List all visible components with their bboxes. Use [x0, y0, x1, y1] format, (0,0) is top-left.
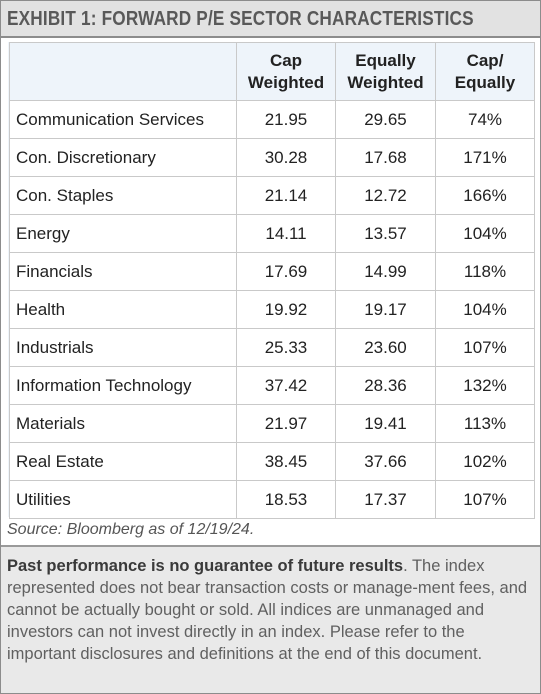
- cap-weighted-value: 14.11: [236, 214, 336, 253]
- disclaimer-block: Past performance is no guarantee of futu…: [1, 547, 540, 693]
- sector-name: Real Estate: [9, 442, 237, 481]
- table-row: Information Technology 37.42 28.36 132%: [9, 366, 535, 405]
- sector-name: Information Technology: [9, 366, 237, 405]
- equally-weighted-value: 12.72: [335, 176, 436, 215]
- cap-weighted-value: 19.92: [236, 290, 336, 329]
- cap-equally-ratio: 132%: [435, 366, 535, 405]
- header-cap-equally: Cap/ Equally: [435, 42, 535, 101]
- header-cap-weighted-line2: Weighted: [247, 72, 325, 92]
- equally-weighted-value: 37.66: [335, 442, 436, 481]
- table-row: Con. Discretionary 30.28 17.68 171%: [9, 138, 535, 177]
- disclaimer-body: . The index represented does not bear tr…: [7, 557, 528, 663]
- sector-name: Communication Services: [9, 100, 237, 139]
- header-equally-weighted-line1: Equally: [355, 50, 416, 70]
- equally-weighted-value: 14.99: [335, 252, 436, 291]
- sector-name: Financials: [9, 252, 237, 291]
- cap-equally-ratio: 104%: [435, 214, 535, 253]
- cap-weighted-value: 30.28: [236, 138, 336, 177]
- equally-weighted-value: 29.65: [335, 100, 436, 139]
- table-row: Energy 14.11 13.57 104%: [9, 214, 535, 253]
- cap-equally-ratio: 118%: [435, 252, 535, 291]
- header-equally-weighted-line2: Weighted: [347, 72, 424, 92]
- cap-weighted-value: 21.95: [236, 100, 336, 139]
- title-bar: EXHIBIT 1: FORWARD P/E SECTOR CHARACTERI…: [1, 1, 540, 38]
- cap-equally-ratio: 166%: [435, 176, 535, 215]
- sector-name: Materials: [9, 404, 237, 443]
- cap-weighted-value: 25.33: [236, 328, 336, 367]
- equally-weighted-value: 17.37: [335, 480, 436, 519]
- cap-weighted-value: 17.69: [236, 252, 336, 291]
- equally-weighted-value: 28.36: [335, 366, 436, 405]
- table-row: Real Estate 38.45 37.66 102%: [9, 442, 535, 481]
- cap-equally-ratio: 171%: [435, 138, 535, 177]
- equally-weighted-value: 19.17: [335, 290, 436, 329]
- sector-name: Con. Staples: [9, 176, 237, 215]
- table-row: Communication Services 21.95 29.65 74%: [9, 100, 535, 139]
- cap-weighted-value: 18.53: [236, 480, 336, 519]
- equally-weighted-value: 17.68: [335, 138, 436, 177]
- cap-equally-ratio: 113%: [435, 404, 535, 443]
- cap-equally-ratio: 102%: [435, 442, 535, 481]
- cap-equally-ratio: 104%: [435, 290, 535, 329]
- equally-weighted-value: 19.41: [335, 404, 436, 443]
- divider: [1, 545, 540, 547]
- cap-equally-ratio: 107%: [435, 480, 535, 519]
- header-cap-weighted: Cap Weighted: [236, 42, 336, 101]
- sector-name: Con. Discretionary: [9, 138, 237, 177]
- table-row: Industrials 25.33 23.60 107%: [9, 328, 535, 367]
- cap-weighted-value: 21.97: [236, 404, 336, 443]
- header-cap-equally-line1: Cap/: [466, 50, 504, 70]
- cap-equally-ratio: 74%: [435, 100, 535, 139]
- header-cap-weighted-line1: Cap: [269, 50, 303, 70]
- table-row: Health 19.92 19.17 104%: [9, 290, 535, 329]
- table-row: Con. Staples 21.14 12.72 166%: [9, 176, 535, 215]
- header-sector-blank: [9, 42, 237, 101]
- exhibit-title: EXHIBIT 1: FORWARD P/E SECTOR CHARACTERI…: [7, 8, 474, 30]
- cap-equally-ratio: 107%: [435, 328, 535, 367]
- equally-weighted-value: 13.57: [335, 214, 436, 253]
- header-cap-equally-line2: Equally: [454, 72, 516, 92]
- sector-name: Industrials: [9, 328, 237, 367]
- equally-weighted-value: 23.60: [335, 328, 436, 367]
- cap-weighted-value: 37.42: [236, 366, 336, 405]
- table-row: Utilities 18.53 17.37 107%: [9, 480, 535, 519]
- disclaimer-text: Past performance is no guarantee of futu…: [7, 555, 537, 665]
- table-row: Financials 17.69 14.99 118%: [9, 252, 535, 291]
- sector-name: Health: [9, 290, 237, 329]
- pe-table: Cap Weighted Equally Weighted Cap/ Equal…: [9, 42, 535, 519]
- cap-weighted-value: 21.14: [236, 176, 336, 215]
- sector-name: Utilities: [9, 480, 237, 519]
- source-note: Source: Bloomberg as of 12/19/24.: [7, 521, 255, 538]
- table-header-row: Cap Weighted Equally Weighted Cap/ Equal…: [9, 42, 535, 101]
- disclaimer-lead: Past performance is no guarantee of futu…: [7, 557, 404, 575]
- header-equally-weighted: Equally Weighted: [335, 42, 436, 101]
- cap-weighted-value: 38.45: [236, 442, 336, 481]
- table-row: Materials 21.97 19.41 113%: [9, 404, 535, 443]
- sector-name: Energy: [9, 214, 237, 253]
